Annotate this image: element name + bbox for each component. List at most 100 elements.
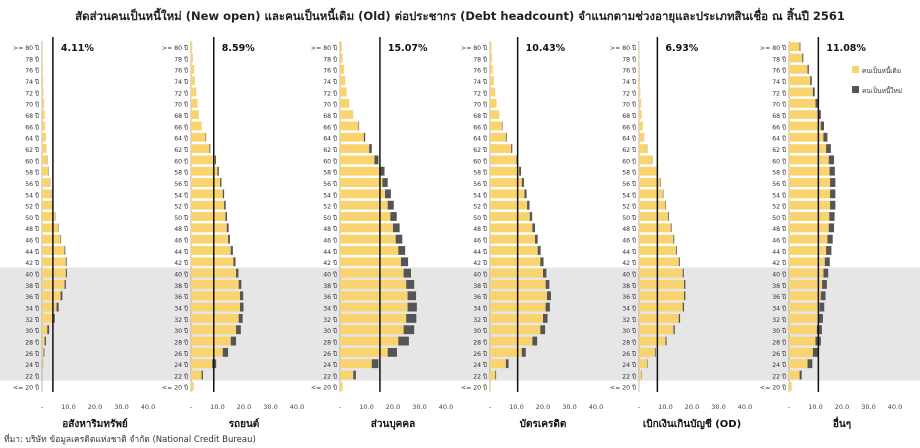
panel-5-bar-old — [789, 166, 830, 176]
panel-5-age-tick-label: 44 ปี — [772, 248, 786, 256]
panel-3-bar-old — [490, 246, 538, 255]
panel-1-bar-old — [191, 76, 195, 86]
panel-3-age-tick-label: 38 ปี — [473, 282, 487, 290]
panel-5-age-tick-label: 34 ปี — [772, 304, 786, 312]
panel-3-bar-old — [490, 110, 500, 120]
panel-4-age-tick-label: 56 ปี — [622, 180, 636, 188]
panel-4-age-tick-label: 32 ปี — [622, 316, 636, 324]
panel-2-category-label: ส่วนบุคคล — [371, 418, 415, 430]
panel-3-age-tick-label: 24 ปี — [473, 361, 487, 369]
panel-2-bar-new — [387, 347, 397, 357]
panel-1-bar-old — [191, 370, 202, 380]
panel-3-bar-new — [521, 178, 524, 187]
panel-2-bar-new — [385, 189, 391, 199]
panel-0-age-tick-label: 70 ปี — [25, 101, 39, 109]
panel-5-bar-old — [789, 144, 827, 153]
panel-0-age-tick-label: 62 ปี — [25, 146, 39, 154]
panel-2-bar-old — [340, 280, 407, 289]
panel-1-age-tick-label: 62 ปี — [174, 146, 188, 154]
panel-1-bar-old — [191, 42, 193, 52]
panel-5-age-tick-label: 26 ปี — [772, 350, 786, 358]
panel-4-bar-new — [660, 178, 661, 187]
source-note: ที่มา: บริษัท ข้อมูลเครดิตแห่งชาติ จำกัด… — [4, 435, 256, 445]
panel-0-bar-new — [60, 234, 62, 244]
panel-1-reference-label: 8.59% — [222, 43, 255, 54]
panel-3-bar-new — [505, 132, 507, 142]
panel-4-age-tick-label: >= 80 ปี — [610, 44, 636, 52]
panel-4-age-tick-label: 34 ปี — [622, 304, 636, 312]
panel-0-bar-old — [42, 212, 56, 221]
panel-3-bar-old — [490, 223, 533, 233]
panel-3-bar-old — [490, 212, 530, 221]
panel-1-x-tick-label: 10.0 — [210, 403, 224, 411]
panel-0-bar-new — [60, 291, 63, 301]
panel-2-age-tick-label: 60 ปี — [323, 157, 337, 165]
panel-0-age-tick-label: 40 ปี — [25, 271, 39, 279]
panel-1-bar-old — [191, 64, 195, 74]
panel-3-age-tick-label: 44 ปี — [473, 248, 487, 256]
panel-4-bar-new — [654, 347, 656, 357]
panel-3-age-tick-label: 62 ปี — [473, 146, 487, 154]
panel-0-bar-old — [42, 132, 46, 142]
panel-4-bar-old — [639, 189, 663, 199]
panel-2-bar-new — [387, 200, 394, 210]
panel-5-bar-new — [815, 98, 818, 108]
panel-5-bar-new — [802, 53, 804, 63]
panel-0-age-tick-label: 66 ปี — [25, 123, 39, 131]
panel-2-bar-new — [407, 291, 417, 301]
panel-5-reference-label: 11.08% — [826, 43, 866, 54]
panel-3-age-tick-label: 40 ปี — [473, 271, 487, 279]
panel-4-bar-old — [639, 178, 661, 187]
panel-2-bar-old — [340, 189, 386, 199]
panel-0-bar-new — [64, 246, 66, 255]
panel-2-bar-new — [353, 370, 356, 380]
panel-1-bar-new — [214, 155, 216, 165]
panel-3-age-tick-label: 22 ปี — [473, 372, 487, 380]
panel-5-bar-new — [829, 212, 835, 221]
panel-2-bar-new — [403, 268, 412, 278]
panel-1-bar-old — [191, 223, 227, 233]
panel-1-bar-old — [191, 87, 197, 97]
panel-4-bar-new — [662, 189, 664, 199]
panel-1-age-tick-label: 72 ปี — [174, 89, 188, 97]
panel-4-reference-label: 6.93% — [665, 43, 698, 54]
panel-2-bar-new — [369, 144, 372, 153]
panel-0-bar-old — [42, 359, 43, 369]
panel-0-age-tick-label: 60 ปี — [25, 157, 39, 165]
panel-5-bar-old — [789, 302, 820, 312]
panel-0-bar-old — [42, 166, 49, 176]
panel-2-age-tick-label: 28 ปี — [323, 338, 337, 346]
panel-5-bar-new — [830, 200, 836, 210]
panel-3-bar-old — [490, 144, 512, 153]
panel-2-bar-new — [358, 121, 360, 131]
panel-3-age-tick-label: 56 ปี — [473, 180, 487, 188]
panel-3-x-tick-label: 10.0 — [509, 403, 523, 411]
panel-1-age-tick-label: 36 ปี — [174, 293, 188, 301]
panel-4-bar-old — [639, 144, 647, 153]
panel-2-bar-old — [340, 42, 342, 52]
panel-3-age-tick-label: 42 ปี — [473, 259, 487, 267]
panel-0-bar-old — [42, 121, 46, 131]
panel-3-bar-new — [543, 313, 548, 323]
panel-5-age-tick-label: 46 ปี — [772, 237, 786, 245]
panel-3-bar-old — [490, 166, 520, 176]
panel-4-bar-old — [639, 370, 642, 380]
panel-4-bar-old — [639, 336, 666, 346]
panel-1-bar-old — [191, 336, 231, 346]
panel-2-bar-old — [340, 200, 388, 210]
panel-3-x-tick-label: 40.0 — [589, 403, 603, 411]
panel-3-bar-new — [540, 325, 546, 335]
panel-3-bar-new — [535, 234, 538, 244]
panel-1-bar-old — [191, 155, 215, 165]
panel-3-age-tick-label: 78 ปี — [473, 55, 487, 63]
panel-5-age-tick-label: 48 ปี — [772, 225, 786, 233]
panel-0-bar-new — [65, 268, 67, 278]
panel-1-bar-old — [191, 280, 239, 289]
panel-1-x-tick-label: 30.0 — [263, 403, 277, 411]
panel-5-bar-new — [820, 291, 826, 301]
panel-5-bar-old — [789, 359, 808, 369]
panel-3-bar-new — [545, 280, 550, 289]
legend-swatch-old — [852, 66, 859, 73]
panel-4-bar-new — [665, 336, 667, 346]
